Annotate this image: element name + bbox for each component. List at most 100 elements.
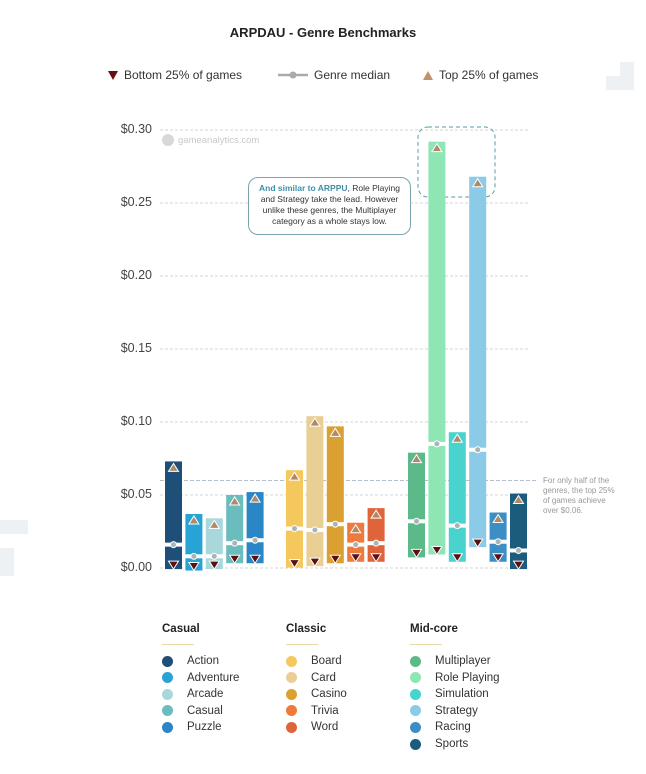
color-swatch-icon [410, 672, 421, 684]
legend-item: Multiplayer [410, 655, 491, 667]
bar-board [286, 470, 303, 568]
highlight-box [417, 126, 496, 198]
color-swatch-icon [162, 688, 173, 700]
legend-item-label: Strategy [435, 704, 478, 717]
color-swatch-icon [162, 655, 173, 667]
legend-median: Genre median [278, 68, 390, 82]
legend-item-label: Trivia [311, 704, 339, 717]
annotation-box: And similar to ARPPU, Role Playing and S… [248, 177, 411, 235]
median-marker [251, 536, 259, 544]
bottom-marker [451, 553, 464, 563]
bar-strategy [469, 176, 487, 548]
legend-bottom-label: Bottom 25% of games [124, 68, 243, 82]
bar-role-playing [428, 141, 446, 555]
legend-item: Strategy [410, 705, 478, 717]
median-marker [453, 522, 461, 530]
decor-pixel [620, 62, 634, 76]
color-swatch-icon [286, 705, 297, 717]
top-marker [228, 496, 241, 506]
legend-item: Card [286, 672, 336, 684]
median-marker [494, 538, 502, 546]
chart-title: ARPDAU - Genre Benchmarks [229, 25, 417, 40]
color-swatch-icon [410, 721, 421, 733]
bottom-marker [288, 559, 301, 569]
legend-item-label: Multiplayer [435, 655, 491, 667]
bar-action [165, 461, 182, 570]
bottom-marker [349, 553, 362, 563]
color-swatch-icon [410, 688, 421, 700]
top-marker [249, 493, 262, 503]
legend-median-label: Genre median [314, 68, 391, 82]
group-underline [286, 644, 318, 645]
legend-item-label: Adventure [187, 671, 240, 684]
bar-card [306, 416, 324, 567]
color-swatch-icon [162, 705, 173, 717]
top-marker-icon [423, 70, 433, 80]
annotation-highlight: And similar to ARPPU [259, 183, 348, 193]
top-marker [512, 494, 525, 505]
bottom-marker [329, 554, 342, 565]
legend-item-label: Puzzle [187, 721, 222, 734]
watermark: gameanalytics.com [162, 134, 259, 146]
bottom-marker [512, 560, 525, 571]
legend-item: Casino [286, 688, 347, 700]
median-marker [331, 520, 339, 528]
median-marker [190, 552, 198, 560]
legend-item: Word [286, 721, 338, 733]
bottom-marker [430, 545, 443, 556]
y-tick-label: $0.20 [120, 268, 152, 282]
color-swatch-icon [162, 672, 173, 684]
bottom-marker [228, 554, 241, 565]
color-swatch-icon [286, 688, 297, 700]
top-marker [329, 427, 342, 437]
bar-multiplayer [408, 452, 425, 558]
top-marker [471, 177, 484, 188]
legend-bottom: Bottom 25% of games [108, 68, 242, 82]
color-swatch-icon [410, 705, 421, 717]
median-marker [170, 541, 177, 549]
legend-item: Board [286, 655, 342, 667]
bar-casino [326, 426, 344, 564]
median-marker [231, 539, 239, 547]
median-marker [352, 541, 360, 549]
median-marker [433, 440, 441, 448]
bottom-marker [308, 557, 321, 568]
legend-item: Adventure [162, 672, 239, 684]
top-marker [187, 515, 200, 525]
top-marker [410, 453, 423, 464]
legend-item: Puzzle [162, 721, 222, 733]
decor-pixel [0, 548, 14, 576]
median-marker [311, 526, 319, 534]
legend-item: Sports [410, 738, 468, 750]
y-tick-label: $0.15 [120, 341, 152, 355]
legend-item-label: Casino [311, 688, 347, 701]
bottom-marker [249, 554, 262, 565]
bottom-marker [410, 548, 423, 559]
annotation-text: , Role Playing and Strategy take the lea… [260, 183, 400, 226]
y-tick-label: $0.30 [120, 122, 152, 136]
median-marker [372, 539, 380, 547]
group-underline [410, 644, 442, 645]
legend-item-label: Word [311, 721, 339, 734]
median-marker-icon [278, 71, 308, 79]
group-underline [162, 644, 194, 645]
median-marker [291, 525, 298, 533]
legend-item-label: Arcade [187, 688, 224, 701]
legend-item-label: Sports [435, 738, 469, 750]
top-marker [492, 513, 505, 524]
bar-simulation [448, 432, 466, 562]
top-marker [308, 417, 321, 427]
legend-item-label: Role Playing [435, 671, 500, 684]
y-tick-label: $0.05 [120, 487, 152, 501]
legend-item-label: Board [311, 655, 342, 667]
color-swatch-icon [286, 655, 297, 667]
decor-pixel [0, 520, 28, 534]
legend-item: Racing [410, 721, 471, 733]
color-swatch-icon [286, 721, 297, 733]
legend-top: Top 25% of games [423, 68, 538, 82]
color-swatch-icon [410, 655, 421, 667]
bar-puzzle [246, 492, 264, 564]
bottom-marker [471, 538, 484, 549]
legend-item: Simulation [410, 688, 489, 700]
